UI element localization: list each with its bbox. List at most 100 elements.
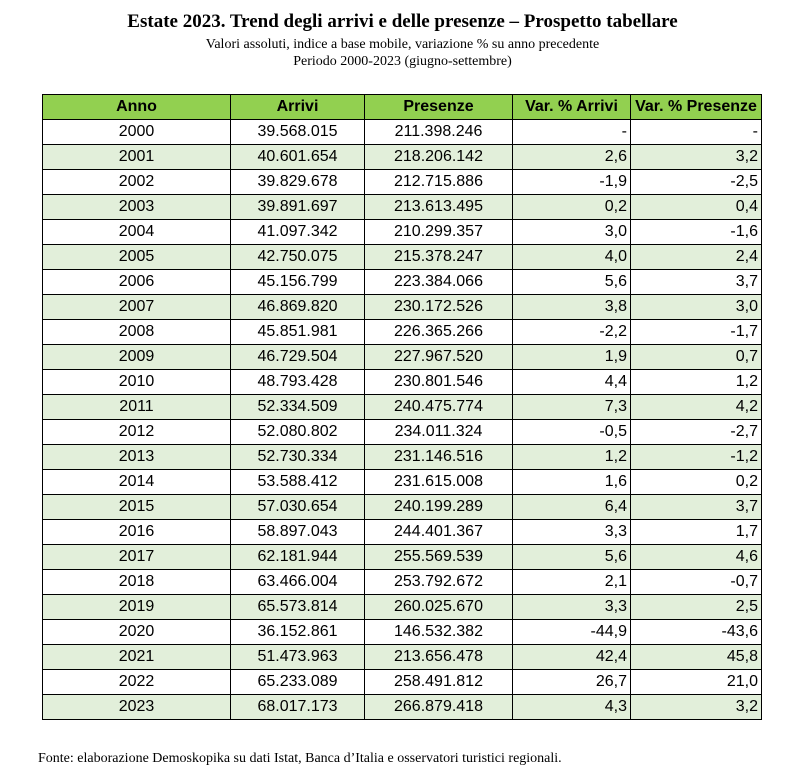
cell-arrivi: 52.080.802 xyxy=(230,419,365,445)
cell-var-arrivi: 3,8 xyxy=(512,294,631,320)
cell-presenze: 244.401.367 xyxy=(364,519,513,545)
cell-var-arrivi: 4,0 xyxy=(512,244,631,270)
table-row: 2016 58.897.043 244.401.367 3,3 1,7 xyxy=(42,519,762,545)
cell-arrivi: 65.233.089 xyxy=(230,669,365,695)
cell-var-arrivi: 1,6 xyxy=(512,469,631,495)
cell-presenze: 211.398.246 xyxy=(364,119,513,145)
cell-var-arrivi: -44,9 xyxy=(512,619,631,645)
cell-arrivi: 45.156.799 xyxy=(230,269,365,295)
cell-var-arrivi: 1,2 xyxy=(512,444,631,470)
cell-var-presenze: 3,2 xyxy=(630,144,762,170)
cell-arrivi: 39.829.678 xyxy=(230,169,365,195)
cell-anno: 2016 xyxy=(42,519,231,545)
cell-arrivi: 39.568.015 xyxy=(230,119,365,145)
cell-presenze: 218.206.142 xyxy=(364,144,513,170)
column-header-var-presenze: Var. % Presenze xyxy=(630,94,762,120)
cell-var-presenze: -0,7 xyxy=(630,569,762,595)
period-subtitle: Periodo 2000-2023 (giugno-settembre) xyxy=(293,54,512,69)
cell-var-presenze: 1,7 xyxy=(630,519,762,545)
cell-var-arrivi: 42,4 xyxy=(512,644,631,670)
cell-presenze: 213.613.495 xyxy=(364,194,513,220)
cell-arrivi: 62.181.944 xyxy=(230,544,365,570)
cell-var-presenze: -1,7 xyxy=(630,319,762,345)
table-row: 2023 68.017.173 266.879.418 4,3 3,2 xyxy=(42,694,762,720)
cell-anno: 2021 xyxy=(42,644,231,670)
cell-var-presenze: - xyxy=(630,119,762,145)
cell-anno: 2009 xyxy=(42,344,231,370)
cell-anno: 2019 xyxy=(42,594,231,620)
cell-var-presenze: 3,0 xyxy=(630,294,762,320)
cell-presenze: 234.011.324 xyxy=(364,419,513,445)
cell-arrivi: 58.897.043 xyxy=(230,519,365,545)
cell-presenze: 231.146.516 xyxy=(364,444,513,470)
cell-presenze: 223.384.066 xyxy=(364,269,513,295)
cell-var-presenze: -2,7 xyxy=(630,419,762,445)
table-row: 2017 62.181.944 255.569.539 5,6 4,6 xyxy=(42,544,762,570)
cell-arrivi: 45.851.981 xyxy=(230,319,365,345)
cell-var-presenze: 21,0 xyxy=(630,669,762,695)
cell-presenze: 253.792.672 xyxy=(364,569,513,595)
cell-var-presenze: 3,7 xyxy=(630,494,762,520)
cell-var-arrivi: 4,3 xyxy=(512,694,631,720)
cell-var-arrivi: 1,9 xyxy=(512,344,631,370)
cell-var-presenze: 0,2 xyxy=(630,469,762,495)
table-row: 2011 52.334.509 240.475.774 7,3 4,2 xyxy=(42,394,762,420)
table-row: 2002 39.829.678 212.715.886 -1,9 -2,5 xyxy=(42,169,762,195)
table-row: 2004 41.097.342 210.299.357 3,0 -1,6 xyxy=(42,219,762,245)
cell-arrivi: 53.588.412 xyxy=(230,469,365,495)
cell-anno: 2006 xyxy=(42,269,231,295)
table-row: 2020 36.152.861 146.532.382 -44,9 -43,6 xyxy=(42,619,762,645)
cell-arrivi: 36.152.861 xyxy=(230,619,365,645)
cell-anno: 2010 xyxy=(42,369,231,395)
cell-arrivi: 41.097.342 xyxy=(230,219,365,245)
cell-presenze: 215.378.247 xyxy=(364,244,513,270)
table-row: 2022 65.233.089 258.491.812 26,7 21,0 xyxy=(42,669,762,695)
table-row: 2001 40.601.654 218.206.142 2,6 3,2 xyxy=(42,144,762,170)
cell-presenze: 210.299.357 xyxy=(364,219,513,245)
cell-var-arrivi: 3,3 xyxy=(512,594,631,620)
cell-arrivi: 40.601.654 xyxy=(230,144,365,170)
cell-var-presenze: 1,2 xyxy=(630,369,762,395)
cell-anno: 2014 xyxy=(42,469,231,495)
cell-var-arrivi: -1,9 xyxy=(512,169,631,195)
table-row: 2006 45.156.799 223.384.066 5,6 3,7 xyxy=(42,269,762,295)
cell-var-presenze: 3,2 xyxy=(630,694,762,720)
cell-presenze: 231.615.008 xyxy=(364,469,513,495)
cell-anno: 2005 xyxy=(42,244,231,270)
column-header-var-arrivi: Var. % Arrivi xyxy=(512,94,631,120)
cell-var-presenze: -2,5 xyxy=(630,169,762,195)
cell-anno: 2018 xyxy=(42,569,231,595)
cell-presenze: 240.199.289 xyxy=(364,494,513,520)
cell-var-arrivi: 5,6 xyxy=(512,544,631,570)
cell-arrivi: 57.030.654 xyxy=(230,494,365,520)
cell-presenze: 230.801.546 xyxy=(364,369,513,395)
cell-anno: 2007 xyxy=(42,294,231,320)
cell-presenze: 260.025.670 xyxy=(364,594,513,620)
source-note: Fonte: elaborazione Demoskopika su dati … xyxy=(38,751,562,766)
cell-var-arrivi: 5,6 xyxy=(512,269,631,295)
cell-presenze: 266.879.418 xyxy=(364,694,513,720)
page-subtitle: Valori assoluti, indice a base mobile, v… xyxy=(205,37,600,52)
page-title: Estate 2023. Trend degli arrivi e delle … xyxy=(127,11,678,32)
cell-arrivi: 46.729.504 xyxy=(230,344,365,370)
cell-presenze: 240.475.774 xyxy=(364,394,513,420)
cell-presenze: 230.172.526 xyxy=(364,294,513,320)
cell-arrivi: 48.793.428 xyxy=(230,369,365,395)
cell-var-presenze: 4,2 xyxy=(630,394,762,420)
cell-presenze: 146.532.382 xyxy=(364,619,513,645)
table-row: 2009 46.729.504 227.967.520 1,9 0,7 xyxy=(42,344,762,370)
cell-anno: 2017 xyxy=(42,544,231,570)
cell-var-presenze: 0,7 xyxy=(630,344,762,370)
table-row: 2012 52.080.802 234.011.324 -0,5 -2,7 xyxy=(42,419,762,445)
cell-anno: 2004 xyxy=(42,219,231,245)
table-row: 2014 53.588.412 231.615.008 1,6 0,2 xyxy=(42,469,762,495)
cell-arrivi: 39.891.697 xyxy=(230,194,365,220)
cell-var-arrivi: 0,2 xyxy=(512,194,631,220)
cell-var-presenze: 0,4 xyxy=(630,194,762,220)
cell-var-arrivi: 26,7 xyxy=(512,669,631,695)
cell-arrivi: 46.869.820 xyxy=(230,294,365,320)
table-row: 2018 63.466.004 253.792.672 2,1 -0,7 xyxy=(42,569,762,595)
cell-presenze: 212.715.886 xyxy=(364,169,513,195)
cell-var-arrivi: 2,1 xyxy=(512,569,631,595)
cell-presenze: 226.365.266 xyxy=(364,319,513,345)
